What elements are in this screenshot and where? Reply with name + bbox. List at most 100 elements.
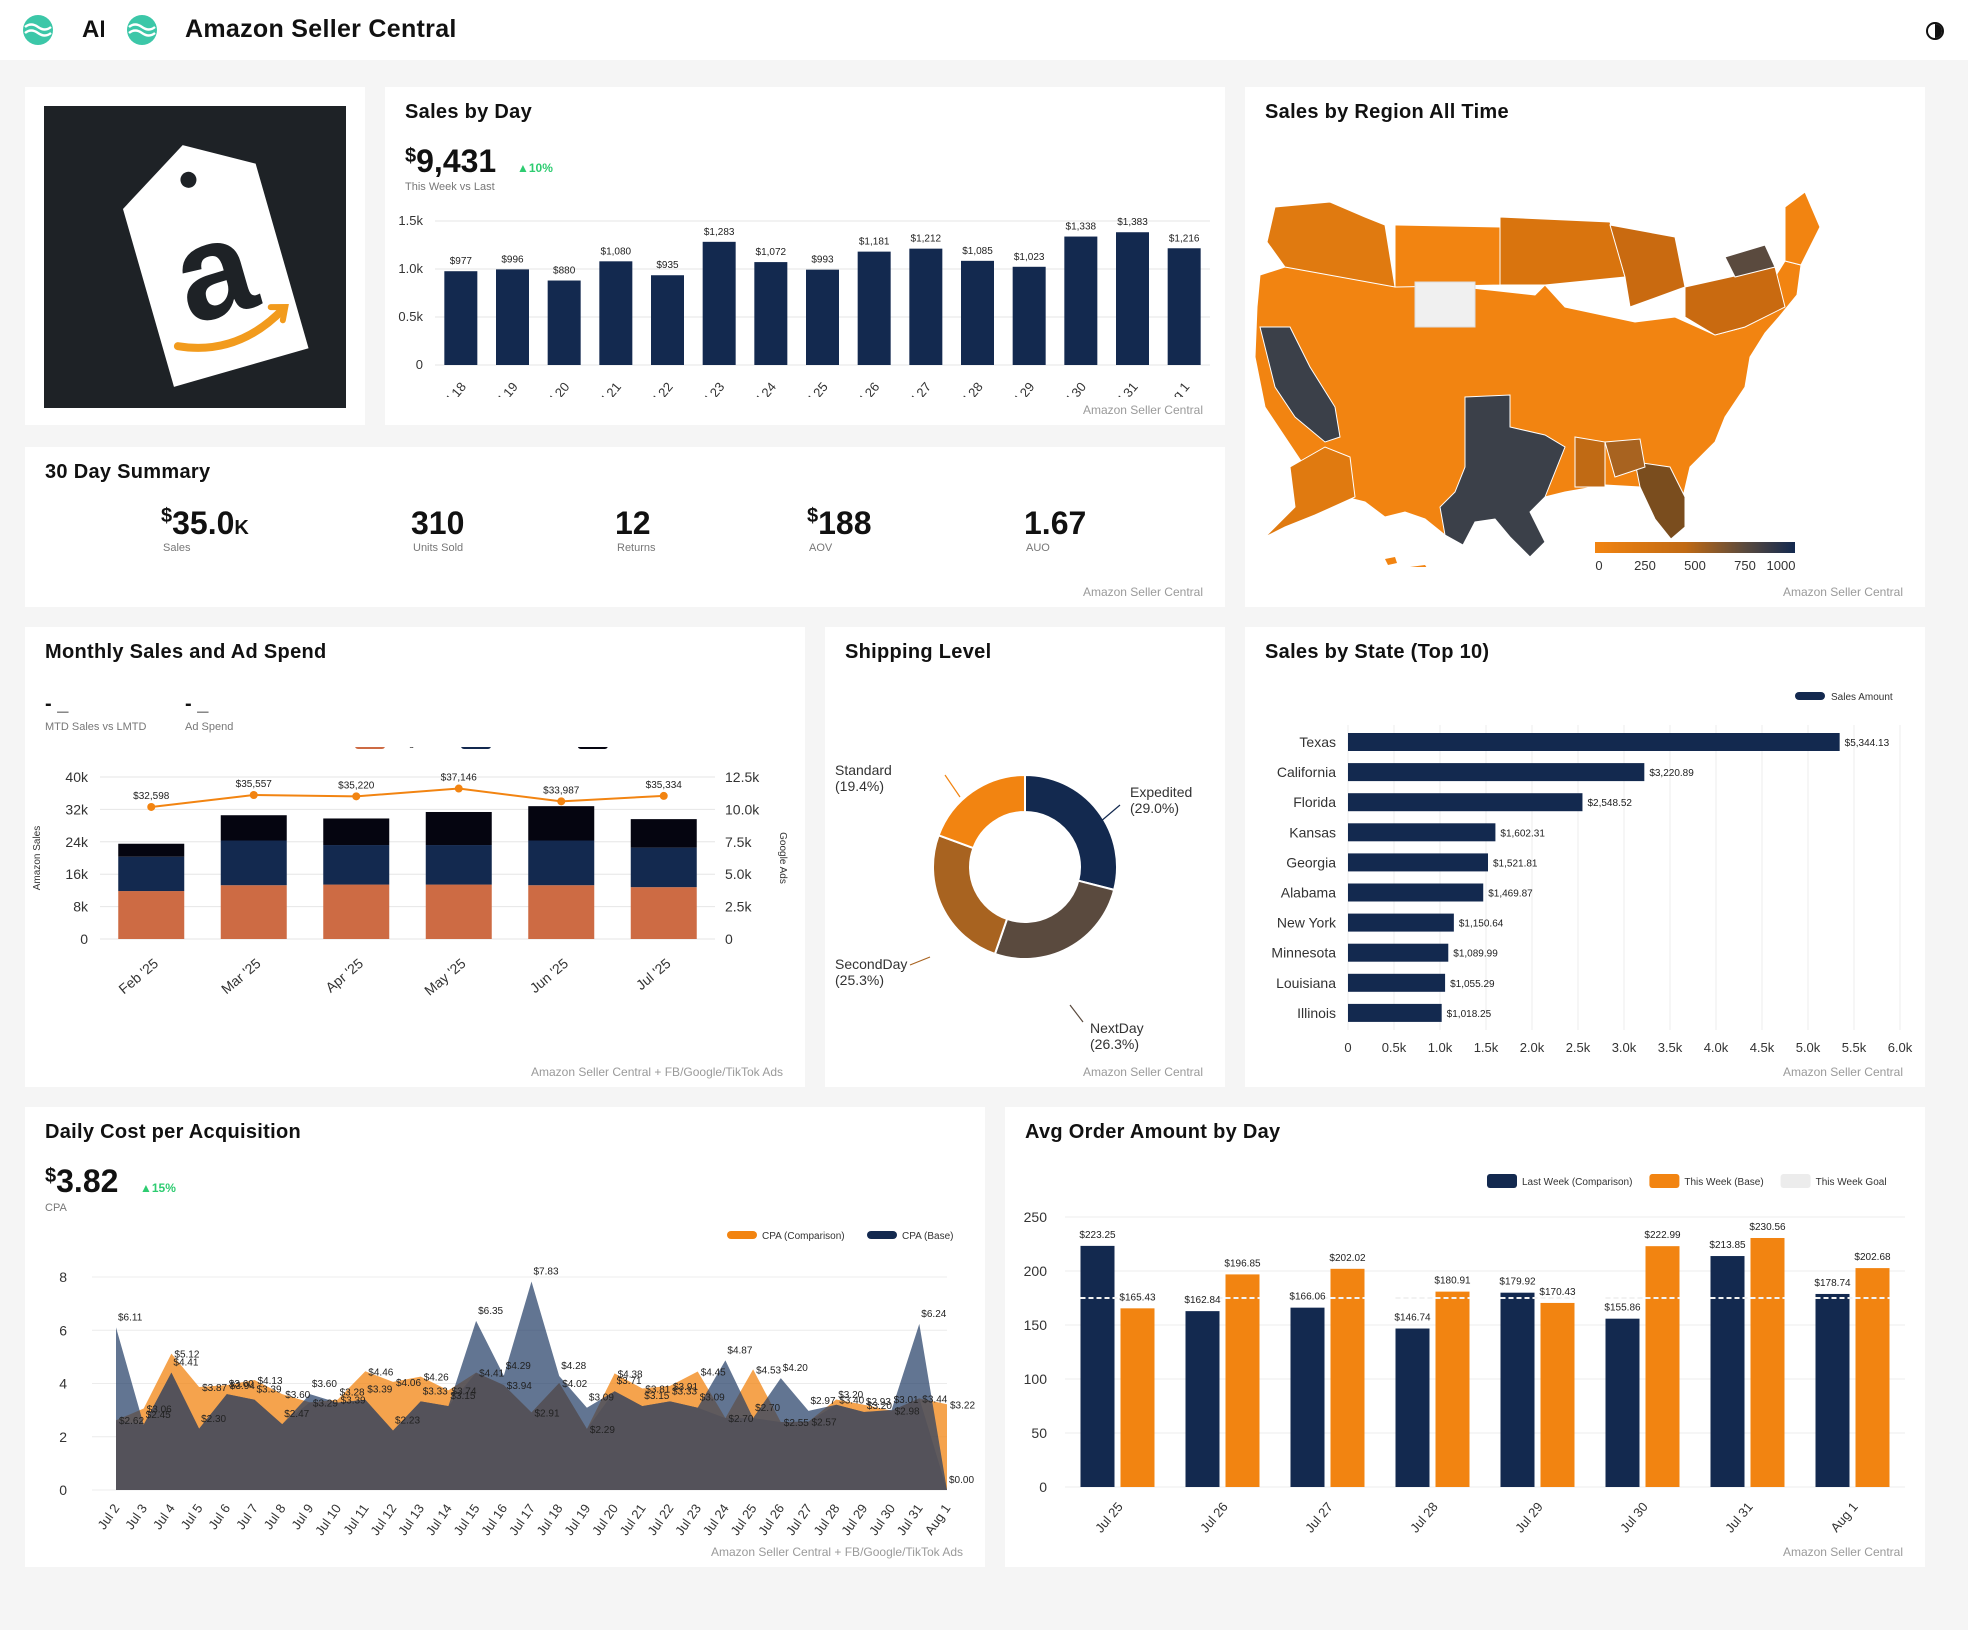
x-tick-label: Jul 27	[783, 1501, 815, 1538]
cpa-comparison-label: $3.94	[507, 1381, 532, 1392]
y2-tick-label: 10.0k	[725, 801, 760, 817]
panel-title: 30 Day Summary	[45, 461, 211, 483]
legend-label: Facebook Ads	[496, 747, 559, 749]
y2-tick-label: 12.5k	[725, 769, 760, 785]
bar-last-week-Jul 25	[1080, 1245, 1115, 1487]
x-tick-label: Jul 25	[727, 1501, 759, 1538]
slice-percent: (29.0%)	[1130, 800, 1179, 816]
bar-value-label: $162.84	[1184, 1295, 1221, 1306]
sales-by-region-panel: Sales by Region All Time 0 250 500 750 1000 …	[1245, 87, 1925, 607]
bar-value-label: $1,089.99	[1453, 949, 1498, 960]
bar-Minnesota	[1348, 943, 1449, 962]
y-tick-label: 50	[1031, 1425, 1047, 1441]
cpa-overlap-area	[116, 1372, 947, 1490]
cpa-value: $3.82	[45, 1163, 119, 1199]
line-value-label: $33,987	[543, 785, 580, 796]
theme-toggle-icon[interactable]	[1926, 22, 1944, 40]
x-tick-label: Aug 1	[922, 1501, 954, 1537]
bar-Jul 21	[599, 261, 633, 365]
cpa-base-label: $2.45	[146, 1410, 171, 1421]
bar-value-label: $202.68	[1854, 1252, 1891, 1263]
y-tick-label: 0	[59, 1482, 67, 1498]
sales-week-value: $9,431	[405, 143, 497, 179]
x-tick-label: Jul 26	[755, 1501, 787, 1538]
x-tick-label: 4.5k	[1750, 1040, 1775, 1055]
x-tick-label: Aug 1	[1827, 1499, 1860, 1535]
x-tick-label: 3.0k	[1612, 1040, 1637, 1055]
us-region-map[interactable]	[1245, 167, 1925, 567]
y-tick-label: 4	[59, 1376, 67, 1392]
legend-tick: 500	[1684, 558, 1706, 573]
panel-title: Shipping Level	[845, 641, 992, 663]
ad-spend-value: - _	[185, 693, 209, 715]
x-tick-label: Apr '25	[322, 955, 366, 996]
y-tick-label: Louisiana	[1276, 975, 1336, 991]
panel-source: Amazon Seller Central + FB/Google/TikTok…	[711, 1545, 963, 1559]
cpa-area-chart: 02468$6.11$2.45$4.41$2.30$3.60$3.39$2.47…	[59, 1231, 975, 1538]
bar-California	[1348, 763, 1645, 782]
stack-Google Ads-Apr '25	[323, 884, 390, 939]
y-axis-label: Amazon Sales	[32, 826, 43, 890]
mtd-sales-label: MTD Sales vs LMTD	[45, 721, 147, 733]
panel-title: Sales by Region All Time	[1265, 101, 1509, 123]
slice-percent: (19.4%)	[835, 778, 884, 794]
slice-label: SecondDay	[835, 956, 907, 972]
workspace-logo-icon[interactable]	[126, 14, 158, 46]
y-tick-label: 0	[416, 357, 423, 372]
app-logo-icon[interactable]	[22, 14, 54, 46]
cpa-panel: Daily Cost per Acquisition $3.82 ▲15% CP…	[25, 1107, 985, 1567]
x-tick-label: Jul 11	[340, 1501, 372, 1537]
x-tick-label: Jul 26	[1197, 1499, 1231, 1535]
legend-swatch	[727, 1231, 757, 1239]
cpa-base-label: $4.20	[783, 1363, 808, 1374]
legend-label: This Week Goal	[1816, 1177, 1887, 1188]
sales-by-day-panel: Sales by Day $9,431 ▲10% This Week vs La…	[385, 87, 1225, 425]
cpa-base-label: $4.41	[173, 1358, 198, 1369]
bar-this-week-Aug 1	[1855, 1268, 1890, 1487]
slice-SecondDay	[932, 834, 1009, 956]
cpa-comparison-label: $5.12	[174, 1350, 199, 1361]
x-tick-label: Jul 29	[838, 1501, 870, 1538]
ad-spend-label: Ad Spend	[185, 721, 234, 733]
bar-value-label: $1,023	[1014, 252, 1045, 263]
bar-value-label: $1,383	[1117, 217, 1148, 228]
panel-source: Amazon Seller Central	[1782, 1065, 1903, 1079]
x-tick-label: Jul 12	[367, 1501, 399, 1538]
cpa-comparison-label: $3.87	[202, 1383, 227, 1394]
cpa-comparison-label: $3.29	[313, 1398, 338, 1409]
bar-this-week-Jul 29	[1540, 1302, 1575, 1487]
x-tick-label: Jul 21	[590, 379, 624, 397]
bar-Jul 23	[702, 241, 736, 365]
x-tick-label: Jul 24	[700, 1501, 732, 1538]
bar-value-label: $230.56	[1749, 1222, 1786, 1233]
legend-swatch	[1780, 1174, 1811, 1188]
monthly-sales-chart: 0 8k 16k 24k 32k 40k 0 2.5k 5.0k 7.5k 10.0k 12.5k Am…	[32, 747, 788, 999]
bar-value-label: $2,548.52	[1587, 798, 1632, 809]
cpa-comparison-label: $4.26	[424, 1373, 449, 1384]
y-tick-label: Texas	[1299, 734, 1336, 750]
x-tick-label: 0.5k	[1382, 1040, 1407, 1055]
x-tick-label: Jul 30	[866, 1501, 898, 1538]
cpa-comparison-label: $2.70	[728, 1414, 753, 1425]
bar-value-label: $1,085	[962, 246, 993, 257]
x-tick-label: Jul 30	[1617, 1499, 1651, 1535]
bar-value-label: $1,521.81	[1493, 858, 1538, 869]
y-tick-label: 24k	[65, 834, 89, 850]
legend-swatch	[867, 1231, 897, 1239]
legend-gradient-bar	[1595, 542, 1795, 553]
y-tick-label: 1.5k	[398, 213, 423, 228]
cpa-comparison-label: $3.74	[451, 1386, 476, 1397]
legend-tick: 1000	[1767, 558, 1795, 573]
x-tick-label: Jul 30	[1055, 379, 1089, 397]
mtd-sales-value: - _	[45, 693, 69, 715]
amazon-sales-point	[352, 792, 361, 801]
y-tick-label: 16k	[65, 866, 89, 882]
stack-TikTok Ads-Jun '25	[528, 806, 595, 841]
cpa-base-label: $2.30	[201, 1414, 226, 1425]
amazon-sales-point	[557, 797, 566, 806]
bar-value-label: $1,018.25	[1447, 1009, 1492, 1020]
y-tick-label: 250	[1024, 1209, 1048, 1225]
kpi-auo: 1.67 AUO	[1024, 505, 1087, 554]
panel-source: Amazon Seller Central	[1082, 1065, 1203, 1079]
x-tick-label: 4.0k	[1704, 1040, 1729, 1055]
